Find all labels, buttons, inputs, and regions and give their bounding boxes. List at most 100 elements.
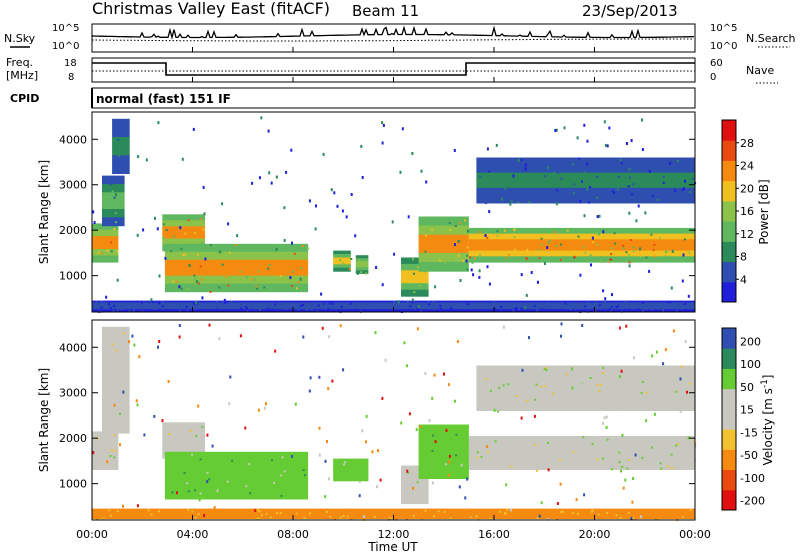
power-scatter-point (668, 162, 671, 165)
power-speckle (613, 304, 615, 307)
power-speckle (595, 175, 598, 178)
power-speckle (658, 237, 661, 240)
velocity-speckle (582, 383, 585, 385)
power-cell-6-0 (355, 255, 369, 259)
power-speckle (547, 241, 550, 244)
power-speckle (427, 303, 430, 306)
velocity-speckle (299, 516, 302, 519)
power-scatter-point (336, 204, 339, 208)
nave-tick-top: 60 (710, 58, 723, 69)
velocity-scatter-point (448, 454, 451, 458)
power-speckle (496, 234, 499, 237)
velocity-scatter-point (653, 412, 656, 416)
time-axis: 00:00 04:00 08:00 12:00 16:00 20:00 00:00 (76, 47, 711, 541)
power-scatter-point (275, 247, 278, 251)
power-speckle (471, 261, 474, 264)
velocity-y-axis: 1000 2000 3000 4000 (59, 341, 695, 491)
power-speckle (297, 280, 300, 283)
power-speckle (666, 309, 669, 312)
velocity-colorbar-segment (722, 408, 736, 430)
velocity-scatter-point (328, 335, 331, 339)
velocity-scatter-point (308, 389, 311, 393)
velocity-scatter-point (290, 455, 293, 458)
velocity-speckle (276, 512, 278, 514)
power-scatter-point (648, 269, 651, 273)
velocity-scatter-point (664, 348, 667, 352)
velocity-speckle (632, 517, 635, 520)
power-speckle (514, 309, 517, 312)
power-speckle (486, 170, 489, 172)
velocity-speckle (608, 453, 611, 456)
power-speckle (274, 303, 277, 306)
velocity-speckle (559, 459, 562, 462)
power-scatter-point (509, 202, 512, 206)
velocity-speckle (526, 399, 529, 402)
power-speckle (539, 307, 542, 310)
velocity-speckle (475, 515, 478, 518)
power-speckle (450, 260, 453, 263)
power-speckle (492, 301, 495, 304)
power-scatter-point (196, 280, 199, 284)
power-speckle (113, 305, 116, 307)
power-scatter-point (154, 216, 156, 220)
velocity-speckle (511, 392, 514, 394)
velocity-speckle (115, 335, 118, 338)
velocity-speckle (484, 436, 486, 439)
velocity-speckle (504, 513, 507, 516)
power-speckle (570, 308, 573, 310)
power-speckle (571, 163, 574, 166)
velocity-speckle (455, 454, 458, 457)
power-scatter-point (418, 305, 421, 308)
velocity-speckle (465, 509, 468, 512)
power-speckle (340, 305, 343, 308)
power-scatter-point (512, 174, 515, 178)
power-scatter-point (628, 167, 631, 171)
velocity-speckle (444, 463, 447, 466)
power-speckle (577, 235, 580, 238)
velocity-scatter-point (673, 329, 675, 333)
power-scatter-point (381, 141, 384, 145)
freq-tick-bottom: 8 (68, 72, 74, 83)
power-cell-10-2 (476, 172, 695, 181)
velocity-speckle (186, 426, 189, 429)
power-speckle (595, 232, 598, 235)
power-speckle (464, 219, 467, 222)
velocity-speckle (510, 465, 513, 468)
power-scatter-point (420, 169, 423, 173)
power-speckle (683, 238, 686, 241)
power-cell-4-4 (164, 275, 309, 285)
velocity-speckle (682, 516, 685, 519)
power-speckle (113, 232, 116, 235)
power-scatter-point (258, 176, 261, 180)
velocity-speckle (171, 491, 174, 494)
velocity-speckle (435, 439, 438, 442)
velocity-speckle (303, 474, 306, 477)
power-speckle (296, 287, 298, 290)
velocity-speckle (166, 445, 168, 448)
velocity-speckle (114, 450, 117, 453)
power-scatter-point (223, 298, 226, 302)
power-speckle (619, 158, 622, 161)
power-speckle (187, 308, 190, 311)
velocity-speckle (110, 514, 112, 517)
power-speckle (111, 190, 114, 193)
velocity-speckle (162, 515, 165, 518)
velocity-scatter-point (342, 368, 345, 372)
velocity-speckle (199, 492, 202, 495)
velocity-scatter-point (324, 459, 327, 463)
power-speckle (209, 244, 212, 246)
velocity-speckle (412, 518, 415, 521)
velocity-scatter-point (618, 375, 621, 379)
power-scatter-point (181, 157, 184, 161)
power-speckle (263, 286, 266, 289)
power-speckle (587, 201, 590, 204)
power-speckle (530, 304, 533, 307)
velocity-scatter-point (605, 426, 608, 429)
velocity-speckle (550, 516, 553, 519)
velocity-speckle (115, 349, 118, 352)
velocity-scatter-point (406, 364, 409, 368)
time-tick-label: 20:00 (579, 528, 611, 541)
power-scatter-point (576, 136, 579, 140)
velocity-speckle (247, 497, 250, 500)
power-speckle (492, 305, 495, 308)
